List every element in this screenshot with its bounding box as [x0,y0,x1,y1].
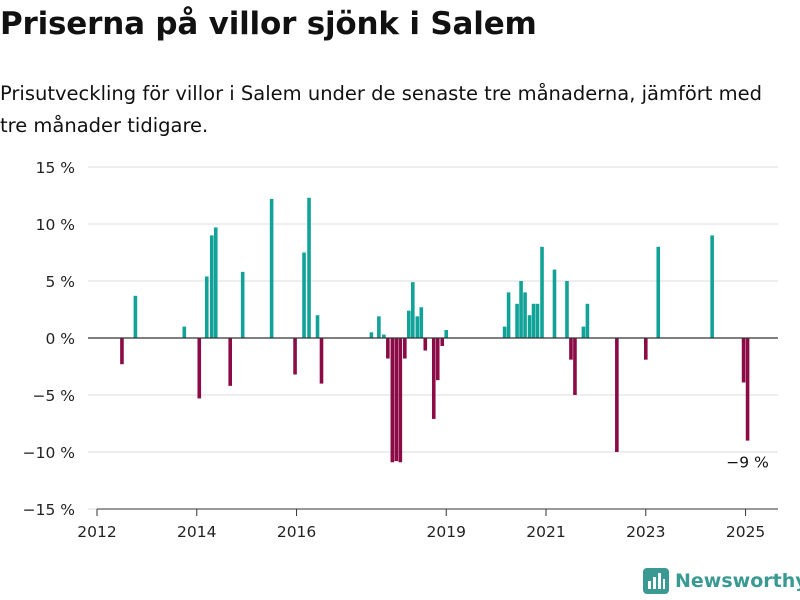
bar-negative [197,338,202,399]
bar-positive [519,281,523,338]
x-tick-label: 2021 [526,523,565,541]
bar-positive [552,269,557,338]
y-tick-label: −15 % [23,501,75,519]
bar-positive [710,235,714,338]
x-tick-label: 2023 [626,523,665,541]
bar-positive [656,246,661,338]
bar-negative [403,338,407,359]
bar-positive [523,292,527,338]
bar-negative [386,338,390,359]
bar-negative [573,338,577,395]
bar-negative [394,338,399,462]
newsworthy-logo-icon [643,568,669,594]
bar-negative [615,338,619,452]
x-tick-label: 2019 [427,523,466,541]
bar-positive [382,334,386,338]
bar-positive [581,326,586,338]
bar-chart: 15 %10 %5 %0 %−5 %−10 %−15 % 2012 2014 201… [23,159,778,541]
bar-negative [423,338,428,351]
bar-positive [444,330,449,338]
brand-logo: Newsworthy [643,568,800,594]
bar-positive [133,295,138,338]
bar-positive [369,332,374,338]
bar-negative [228,338,233,386]
bar-negative [643,338,648,360]
bar-positive [307,197,311,338]
y-tick-label: −5 % [32,387,75,405]
bar-negative [398,338,403,463]
bar-positive [585,303,590,338]
bar-positive [419,307,424,338]
x-axis-ticks: 2012 2014 2016 2019 2021 2023 2025 [77,509,765,541]
bar-positive [240,271,245,338]
bar-negative [741,338,746,383]
y-tick-label: 10 % [36,216,75,234]
bar-positive [527,315,532,338]
bar-positive [377,316,381,338]
bar-negative [319,338,324,384]
brand-name: Newsworthy [675,570,800,592]
bar-positive [531,303,536,338]
bar-negative [120,338,124,365]
bars [120,197,750,463]
bar-positive [506,292,511,338]
y-tick-label: −10 % [23,444,75,462]
bar-positive [411,282,415,338]
x-tick-label: 2012 [77,523,116,541]
y-tick-label: 15 % [36,159,75,177]
y-axis-ticks: 15 % 10 % 5 % 0 % −5 % −10 % −15 % [23,159,75,519]
bar-positive [502,326,507,338]
bar-positive [315,315,320,338]
chart-title: Priserna på villor sjönk i Salem [0,6,537,42]
bar-positive [269,198,274,338]
bar-negative [440,338,445,346]
bar-negative [431,338,436,419]
bar-negative [390,338,395,463]
annotations: −9 % [726,454,769,472]
x-tick-label: 2014 [177,523,216,541]
x-tick-label: 2025 [726,523,765,541]
bar-negative [435,338,440,381]
bar-positive [535,303,540,338]
bar-positive [565,281,569,338]
y-tick-label: 5 % [45,273,75,291]
chart-subtitle: Prisutveckling för villor i Salem under … [0,82,763,137]
bar-positive [213,227,218,338]
bar-positive [515,303,519,338]
bar-negative [293,338,297,375]
last-value-label: −9 % [726,454,769,472]
x-tick-label: 2016 [277,523,316,541]
bar-positive [407,310,411,338]
y-tick-label: 0 % [45,330,75,348]
bar-positive [209,235,214,338]
bar-negative [569,338,573,360]
bar-positive [415,316,420,338]
bar-positive [204,276,209,338]
bar-positive [302,252,306,338]
bar-positive [182,326,187,338]
bar-negative [745,338,750,441]
bar-positive [540,246,544,338]
